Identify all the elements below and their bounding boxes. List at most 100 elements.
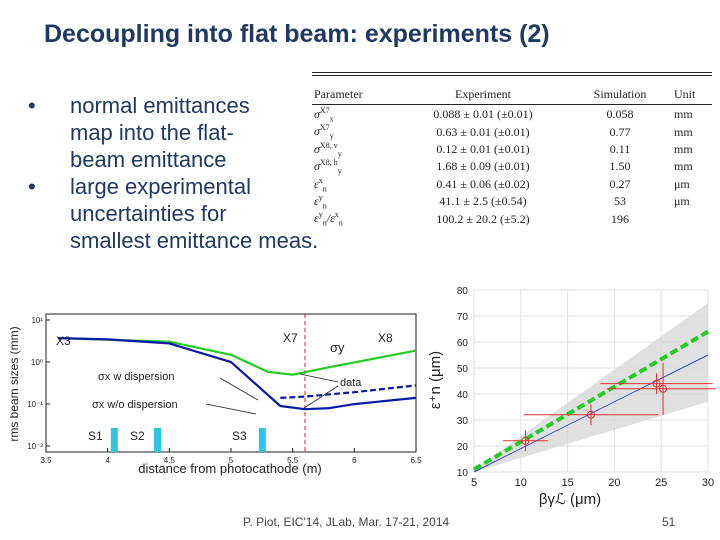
param-sub: y <box>337 166 342 176</box>
simulation-value: 1.50 <box>609 159 631 174</box>
element-marker <box>258 428 266 452</box>
annot-x8: X8 <box>378 331 393 345</box>
table-header-row: Parameter Experiment Simulation Unit <box>312 86 712 102</box>
simulation-value: 53 <box>614 194 626 209</box>
experiment-value: 0.41 ± 0.06 (±0.02) <box>436 176 530 191</box>
unit-value: mm <box>674 141 693 156</box>
table-row: σX8, hy 1.68 ± 0.09 (±0.01) 1.50 mm <box>312 158 712 175</box>
param-sym: ε <box>314 211 319 226</box>
x-tick-label: 5.5 <box>287 456 299 465</box>
x-tick-label: 20 <box>608 477 620 489</box>
page-number: 51 <box>662 515 676 529</box>
table-top-rule <box>312 72 712 73</box>
bullet-line: uncertainties for <box>70 201 227 226</box>
annot-arrow <box>219 377 259 401</box>
x-tick-labels: 5 10 15 20 25 30 <box>471 477 714 489</box>
simulation-value: 0.058 <box>606 107 634 122</box>
x-axis-label: βγℒ (μm) <box>539 491 601 508</box>
params-table: Parameter Experiment Simulation Unit σX7… <box>312 86 712 228</box>
param-symbol: σX8, vy <box>312 141 398 158</box>
experiment-value: 0.12 ± 0.01 (±0.01) <box>436 141 530 156</box>
series-line <box>58 337 417 376</box>
param-sub: y <box>337 149 342 159</box>
bullet-line: map into the flat- <box>70 120 234 145</box>
beam-size-chart: 3.5 4 4.5 5 5.5 6 6.5 10¹ 10⁰ 10⁻¹ 10⁻² rms beam … <box>10 313 422 476</box>
bullet-line: large experimental <box>70 174 251 199</box>
param-symbol: εyn/εxn <box>312 210 398 227</box>
simulation-value: 0.11 <box>609 141 631 156</box>
y-tick-label: 10¹ <box>31 316 43 325</box>
param-sub: n <box>322 183 327 193</box>
unit-value: mm <box>674 159 693 174</box>
bullet-line: smallest emittance meas. <box>70 228 319 253</box>
param-sup: x <box>334 210 339 220</box>
table-row: σX8, vy 0.12 ± 0.01 (±0.01) 0.11 mm <box>312 141 712 158</box>
plot-frame <box>45 313 417 453</box>
table-top-rule <box>312 75 712 76</box>
header-simulation: Simulation <box>593 86 647 101</box>
unit-value: μm <box>674 194 690 209</box>
y-tick-label: 60 <box>457 338 469 349</box>
x-tick-label: 5 <box>229 456 234 465</box>
table-row: εyn/εxn 100.2 ± 20.2 (±5.2) 196 <box>312 210 712 227</box>
unit-value: mm <box>674 107 693 122</box>
data-point <box>652 379 661 388</box>
experiment-value: 41.1 ± 2.5 (±0.54) <box>439 194 527 209</box>
bullet-line: beam emittance <box>70 147 227 172</box>
annot-data: data <box>340 377 362 389</box>
param-sup: x <box>318 175 323 185</box>
param-symbol: σX8, hy <box>312 158 398 175</box>
parameters-table: Parameter Experiment Simulation Unit σX7… <box>312 72 712 252</box>
annot-arrow <box>205 403 257 415</box>
data-points <box>503 362 716 452</box>
x-tick-label: 6 <box>352 456 357 465</box>
annot-s2: S2 <box>130 429 145 443</box>
y-tick-label: 40 <box>457 390 469 401</box>
grid <box>45 319 417 452</box>
x-tick-label: 25 <box>655 477 667 489</box>
annot-arrow <box>303 385 339 409</box>
table-header-rule <box>312 104 712 105</box>
param-sup: y <box>318 192 323 202</box>
param-symbol: εyn <box>312 193 398 210</box>
param-sup: X7 <box>319 106 330 115</box>
param-sym: σ <box>314 159 320 174</box>
experiment-value: 0.088 ± 0.01 (±0.01) <box>433 107 533 122</box>
param-sym: ε <box>314 176 319 191</box>
header-unit: Unit <box>674 86 696 101</box>
x-tick-label: 5 <box>471 477 477 489</box>
param-sup: y <box>318 210 323 220</box>
param-sym: /ε <box>326 211 335 226</box>
series-lines <box>58 337 417 411</box>
y-tick-label: 80 <box>457 286 469 297</box>
element-markers <box>110 314 306 452</box>
annot-x3: X3 <box>56 334 71 348</box>
param-symbol: σX7x <box>312 106 398 123</box>
simulation-value: 196 <box>611 211 629 226</box>
simulation-value: 0.77 <box>609 124 631 139</box>
y-tick-label: 30 <box>457 416 469 427</box>
series-line <box>58 337 417 411</box>
simulation-value: 0.27 <box>609 176 631 191</box>
experiment-value: 0.63 ± 0.01 (±0.01) <box>436 124 530 139</box>
table-row: σX7y 0.63 ± 0.01 (±0.01) 0.77 mm <box>312 123 712 140</box>
y-tick-label: 70 <box>457 312 469 323</box>
slide-title: Decoupling into flat beam: experiments (… <box>44 20 550 48</box>
x-axis-label: distance from photocathode (m) <box>138 461 322 476</box>
param-sub: n <box>322 218 327 228</box>
x-tick-label: 15 <box>561 477 573 489</box>
y-axis-label: ε⁺n (μm) <box>427 351 444 409</box>
uncertainty-band-area <box>474 303 708 472</box>
header-experiment: Experiment <box>455 86 511 101</box>
param-sub: n <box>322 201 327 211</box>
annot-arrow <box>299 373 339 383</box>
annot-sigma-y: σy <box>330 340 345 355</box>
param-symbol: σX7y <box>312 123 398 140</box>
x-tick-label: 6.5 <box>410 456 422 465</box>
unit-value: μm <box>674 176 690 191</box>
data-point <box>521 436 530 445</box>
annot-sigma-x-wo: σx w/o dispersion <box>92 399 178 411</box>
y-axis-label: rms beam sizes (mm) <box>10 326 21 441</box>
y-tick-labels: 10 20 30 40 50 60 70 80 <box>457 286 469 479</box>
x-tick-label: 30 <box>702 477 714 489</box>
